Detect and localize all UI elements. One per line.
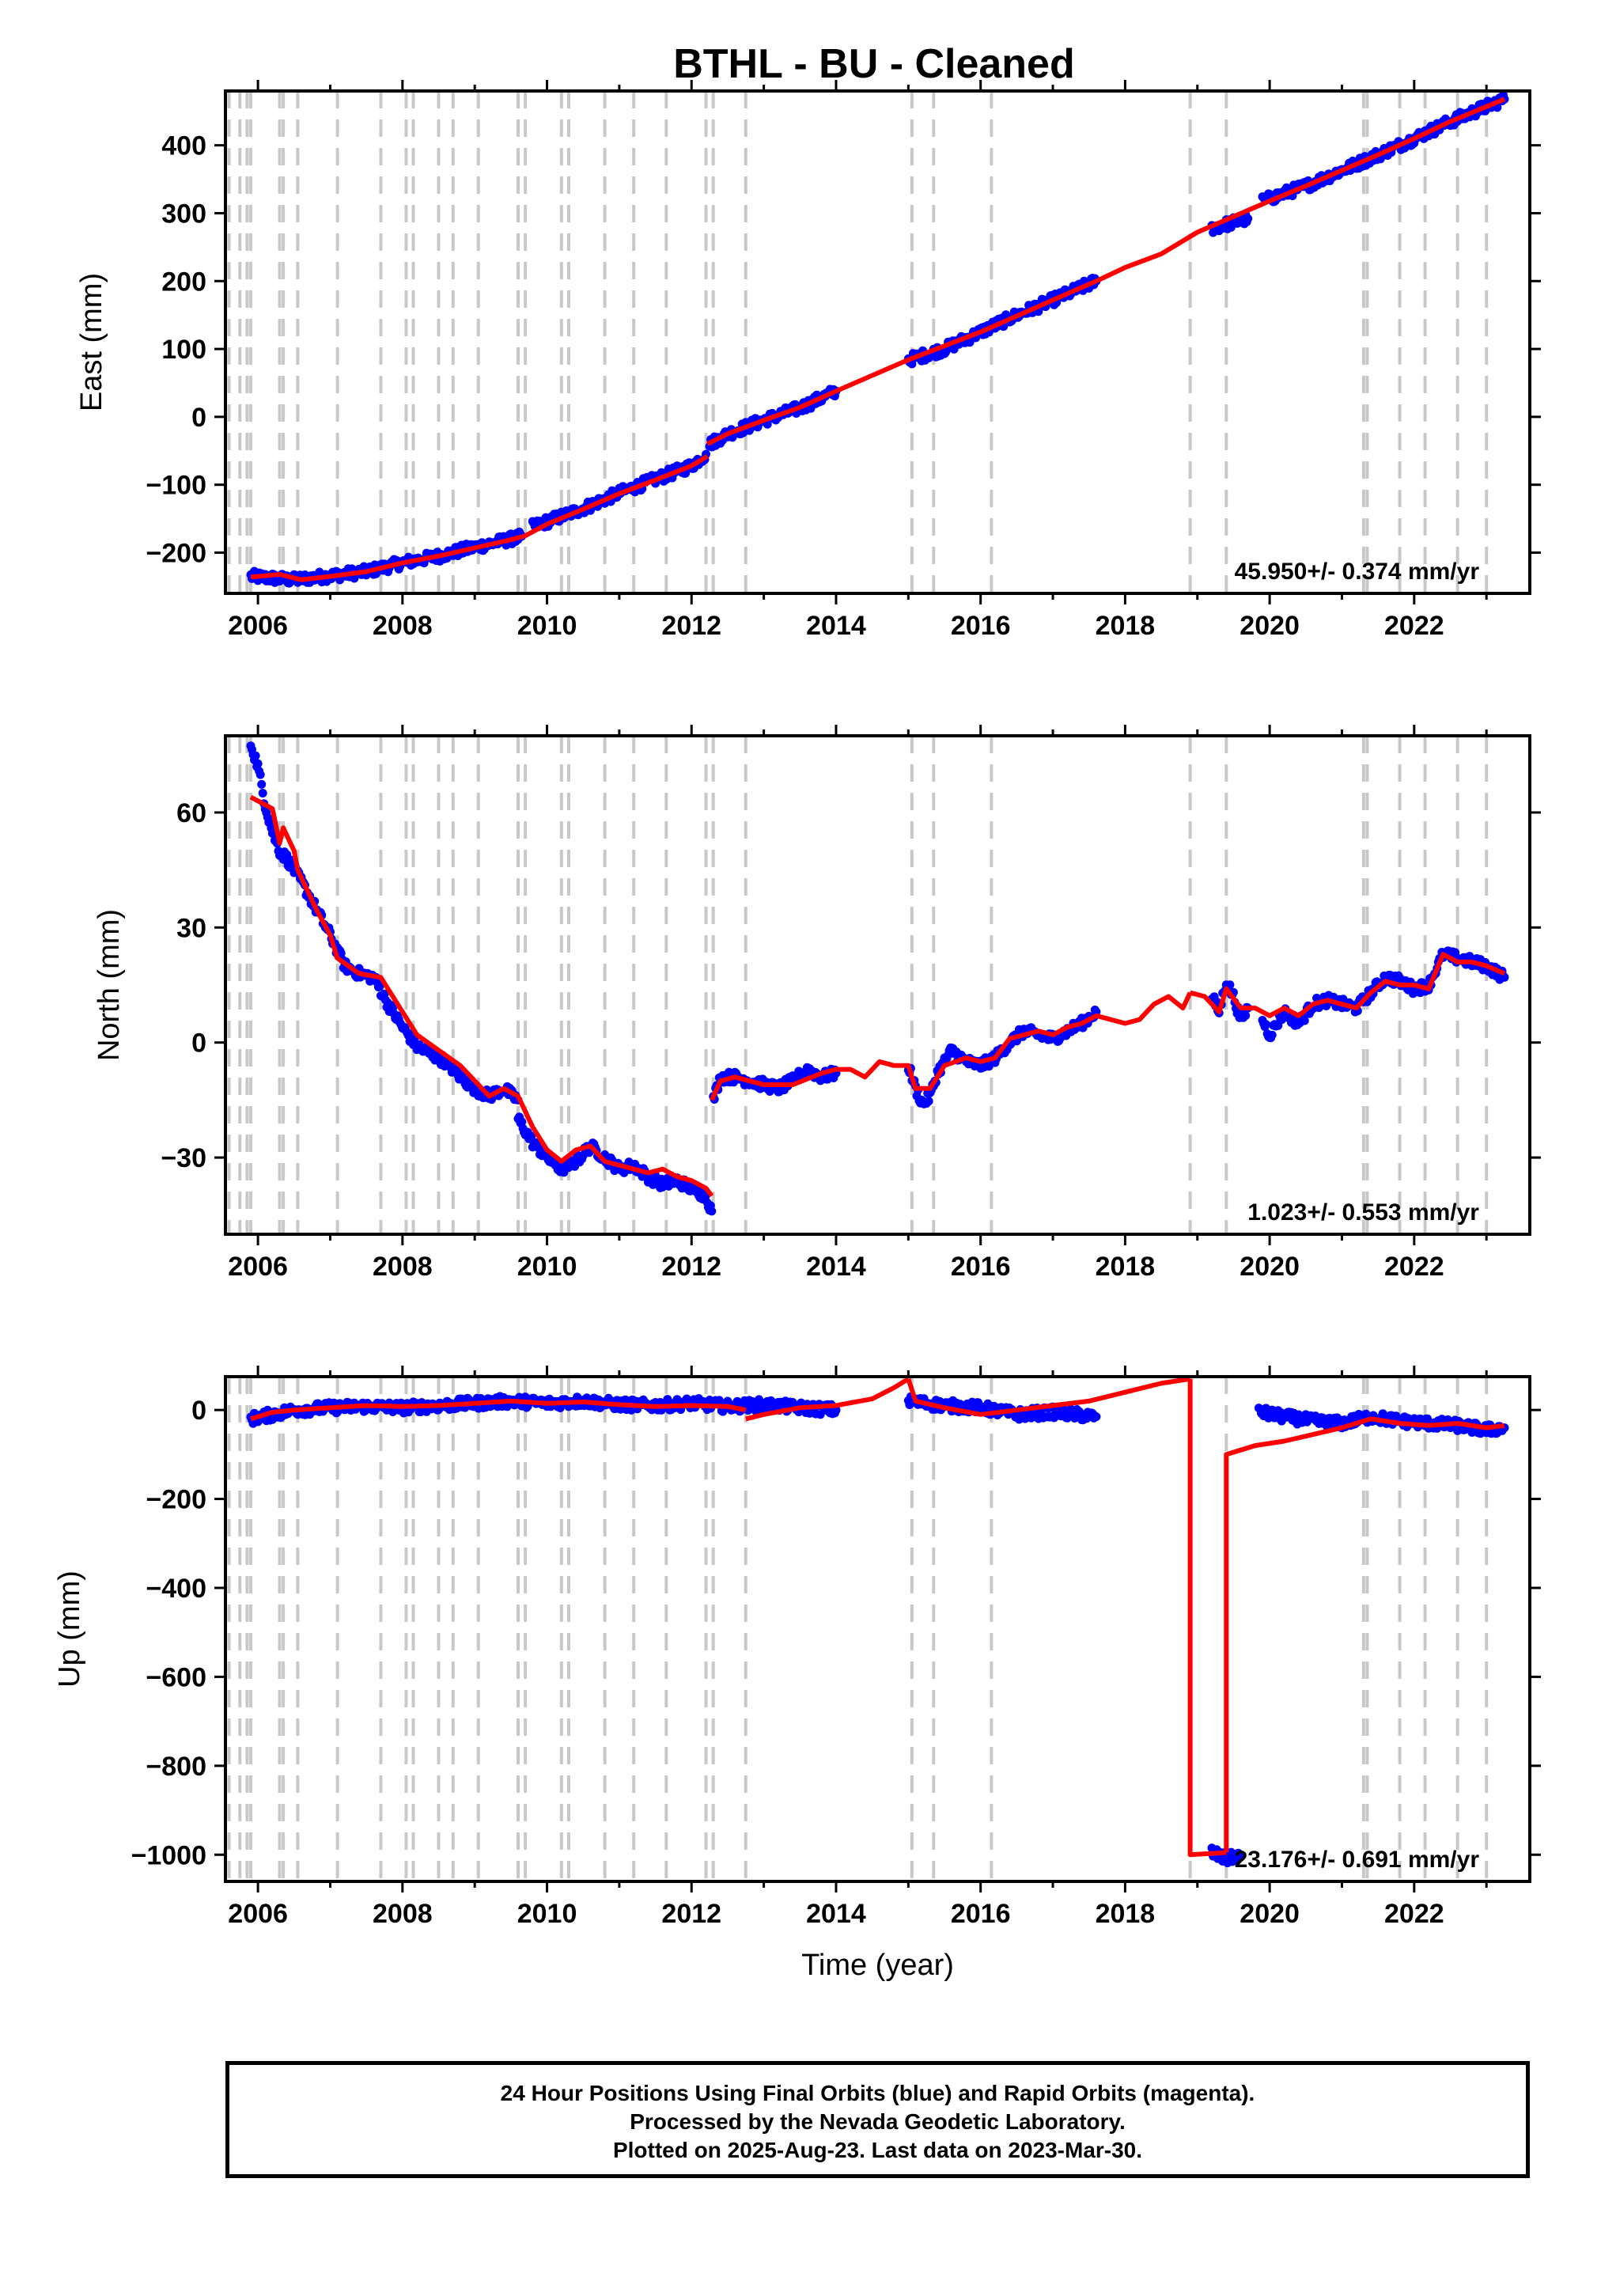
y-tick-label: 0: [191, 1396, 206, 1426]
x-tick-label: 2016: [951, 611, 1011, 641]
footer-line-1: 24 Hour Positions Using Final Orbits (bl…: [500, 2081, 1255, 2105]
data-point: [924, 1097, 933, 1106]
y-tick-label: −100: [146, 471, 206, 501]
model-line: [1187, 1378, 1227, 1858]
x-tick-label: 2020: [1240, 611, 1300, 641]
velocity-label: 23.176+/- 0.691 mm/yr: [1235, 1847, 1480, 1873]
y-tick-label: 100: [161, 335, 206, 365]
y-axis-label: North (mm): [93, 909, 126, 1061]
data-point: [1243, 214, 1253, 223]
model-line: [249, 794, 714, 1198]
x-tick-label: 2010: [517, 611, 577, 641]
model-line: [745, 1377, 910, 1422]
data-point: [258, 789, 267, 798]
x-tick-label: 2014: [806, 1899, 866, 1929]
x-axis-label: Time (year): [801, 1949, 954, 1982]
y-tick-label: −30: [161, 1143, 206, 1173]
panels: 2006 2008 2010 2012 2014 2016 2018 2020 2022 −200…: [53, 80, 1541, 1982]
y-tick-label: 200: [161, 267, 206, 297]
model-line: [706, 97, 1506, 446]
velocity-label: 1.023+/- 0.553 mm/yr: [1247, 1199, 1479, 1226]
data-point: [1262, 1020, 1270, 1029]
data-points: [246, 741, 1509, 1216]
y-tick-label: 400: [161, 131, 206, 161]
x-tick-label: 2006: [228, 611, 288, 641]
chart-title: BTHL - BU - Cleaned: [673, 41, 1075, 87]
y-tick-label: −600: [146, 1662, 206, 1692]
y-tick-label: −800: [146, 1752, 206, 1782]
data-point: [517, 1117, 527, 1127]
y-tick-label: 300: [161, 199, 206, 229]
data-point: [255, 770, 265, 779]
data-points: [246, 1392, 1509, 1868]
plot-frame: [224, 1375, 1531, 1883]
x-tick-label: 2010: [517, 1252, 577, 1282]
x-tick-label: 2012: [661, 611, 721, 641]
model-line: [1224, 1416, 1505, 1853]
velocity-label: 45.950+/- 0.374 mm/yr: [1235, 559, 1480, 585]
data-points: [246, 90, 1509, 588]
x-tick-label: 2020: [1240, 1252, 1300, 1282]
data-point: [257, 779, 267, 789]
x-tick-label: 2016: [951, 1252, 1011, 1282]
x-tick-label: 2014: [806, 1252, 866, 1282]
x-tick-label: 2008: [373, 1252, 433, 1282]
x-tick-label: 2018: [1096, 611, 1156, 641]
y-tick-label: 30: [176, 913, 206, 943]
x-tick-label: 2012: [661, 1252, 721, 1282]
data-point: [253, 759, 263, 768]
model-line: [906, 1376, 1191, 1417]
y-tick-label: −200: [146, 1485, 206, 1515]
x-tick-label: 2022: [1384, 611, 1444, 641]
model-line: [710, 991, 1193, 1101]
x-tick-label: 2008: [373, 1899, 433, 1929]
footer-line-3: Plotted on 2025-Aug-23. Last data on 202…: [612, 2138, 1143, 2162]
data-point: [1267, 1030, 1277, 1040]
x-tick-label: 2006: [228, 1899, 288, 1929]
model-line: [250, 454, 709, 582]
plot-frame: [224, 89, 1531, 595]
data-point: [251, 751, 260, 760]
data-point: [707, 1207, 717, 1216]
x-tick-label: 2008: [373, 611, 433, 641]
plot-frame: [224, 734, 1531, 1236]
y-tick-label: −400: [146, 1574, 206, 1604]
y-tick-label: 0: [191, 403, 206, 433]
x-tick-label: 2012: [661, 1899, 721, 1929]
data-point: [1241, 1011, 1251, 1021]
y-axis-label: East (mm): [75, 273, 108, 411]
y-axis-label: Up (mm): [53, 1570, 86, 1688]
x-tick-label: 2018: [1096, 1899, 1156, 1929]
panel-up: 2006 2008 2010 2012 2014 2016 2018 2020 2022 −100…: [53, 1366, 1541, 1982]
panel-east: 2006 2008 2010 2012 2014 2016 2018 2020 2022 −200…: [75, 80, 1541, 641]
model-line: [250, 1398, 747, 1422]
y-tick-label: 0: [191, 1029, 206, 1059]
data-point: [375, 982, 384, 991]
y-tick-label: −200: [146, 539, 206, 569]
y-tick-label: 60: [176, 798, 206, 828]
panel-north: 2006 2008 2010 2012 2014 2016 2018 2020 2022 −30 0…: [93, 725, 1541, 1282]
x-tick-label: 2014: [806, 611, 866, 641]
data-point: [1092, 1412, 1101, 1422]
x-tick-label: 2022: [1384, 1899, 1444, 1929]
footer-line-2: Processed by the Nevada Geodetic Laborat…: [630, 2109, 1126, 2134]
x-tick-label: 2016: [951, 1899, 1011, 1929]
model-line: [1189, 952, 1506, 1018]
y-tick-label: −1000: [131, 1840, 207, 1870]
footer-box: 24 Hour Positions Using Final Orbits (bl…: [225, 2061, 1530, 2178]
x-tick-label: 2010: [517, 1899, 577, 1929]
x-tick-label: 2020: [1240, 1899, 1300, 1929]
x-tick-label: 2006: [228, 1252, 288, 1282]
data-point: [1236, 1850, 1246, 1859]
x-tick-label: 2018: [1096, 1252, 1156, 1282]
x-tick-label: 2022: [1384, 1252, 1444, 1282]
